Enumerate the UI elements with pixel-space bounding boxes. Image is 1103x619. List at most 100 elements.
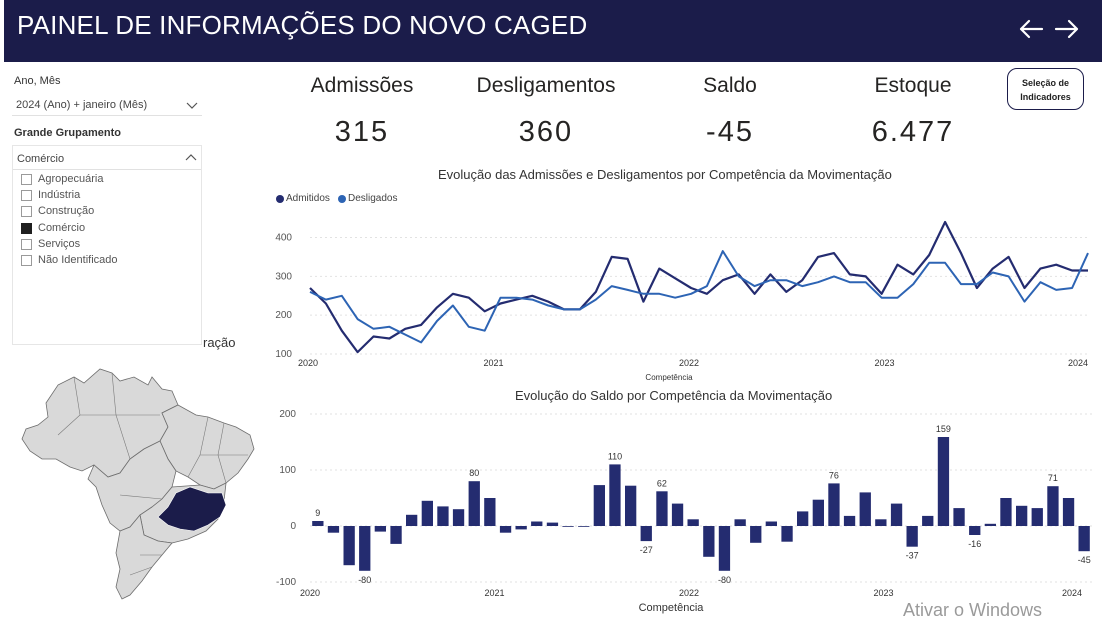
kpi-admissions-value: 315 [334,116,390,148]
x-axis-label: Competência [639,602,705,614]
data-label: -80 [718,575,731,585]
bar [515,526,527,530]
data-label: -27 [640,545,653,555]
bar [703,526,715,557]
bar [687,519,699,526]
group-dropdown[interactable]: Comércio [13,146,201,170]
y-tick-label: 200 [275,310,292,321]
bar [406,514,418,526]
bar [640,526,652,542]
back-arrow-icon[interactable] [1016,14,1046,44]
map-state-borders [57,372,248,576]
windows-activation-watermark: Ativar o Windows [903,600,1043,619]
legend-label: Admitidos [286,193,330,204]
checkbox-checked[interactable] [21,223,32,234]
bar [374,526,386,532]
y-tick-label: 0 [290,521,296,532]
data-label: 76 [829,470,839,480]
x-tick-label: 2023 [873,588,893,598]
checkbox[interactable] [21,190,32,201]
data-label: -80 [358,575,371,585]
bar [468,481,480,526]
x-tick-label: 2024 [1068,358,1088,368]
bar-chart[interactable]: -100 0 100 200 9 -80 80 110 -27 62 -80 76 -37 159 -16 7… [270,404,1100,616]
bar [1000,498,1012,526]
group-option-label: Agropecuária [38,173,104,185]
y-tick-label: 100 [279,465,296,476]
bar [625,485,637,526]
bar [718,526,731,571]
bar [828,483,840,526]
checkbox[interactable] [21,174,32,185]
bar [843,515,856,526]
bar [327,526,340,533]
y-tick-label: 200 [279,409,296,420]
data-label: -16 [968,539,981,549]
period-slicer-title: Ano, Mês [14,75,61,87]
period-dropdown[interactable]: 2024 (Ano) + janeiro (Mês) [12,94,202,116]
bar [609,464,621,526]
group-option-label: Comércio [38,222,86,234]
bar [953,508,965,526]
period-dropdown-value: 2024 (Ano) + janeiro (Mês) [16,99,148,111]
bar [1031,508,1043,526]
bar [890,503,903,526]
chevron-down-icon [186,102,198,109]
brazil-map[interactable] [12,355,257,605]
data-label: 159 [936,424,951,434]
y-tick-label: 300 [275,271,292,282]
kpi-stock-value: 6.477 [871,116,955,148]
header-bar: PAINEL DE INFORMAÇÕES DO NOVO CAGED [4,0,1102,62]
legend-dot-admitidos [276,195,284,203]
bar [750,526,762,543]
bar [531,521,543,526]
indicator-selection-button[interactable]: Seleção de Indicadores [1007,68,1084,110]
forward-arrow-icon[interactable] [1052,14,1082,44]
x-tick-label: 2022 [679,358,699,368]
group-option-label: Serviços [38,238,81,250]
map-state-minas-gerais[interactable] [157,486,227,532]
x-tick-label: 2023 [874,358,894,368]
y-tick-label: 100 [275,349,292,360]
x-axis-label: Competência [645,373,693,382]
bar [781,526,793,542]
data-label: 71 [1048,473,1058,483]
bar [312,521,324,526]
group-dropdown-value: Comércio [17,153,65,165]
bar [671,503,684,526]
y-tick-label: 400 [275,233,292,244]
data-label: 110 [608,451,622,461]
bar [875,519,887,526]
bar [484,498,496,526]
bar [546,522,559,526]
bar [437,506,449,526]
x-tick-label: 2021 [483,358,503,368]
data-label: -45 [1078,555,1091,565]
page-title: PAINEL DE INFORMAÇÕES DO NOVO CAGED [17,10,588,40]
legend-dot-desligados [338,195,346,203]
map-region-south[interactable] [115,514,173,600]
x-tick-label: 2020 [298,358,318,368]
bar [390,526,402,544]
line-chart[interactable]: 100 200 300 400 2020 2021 2022 2023 2024 Competên… [270,214,1100,384]
chevron-up-icon [185,154,197,161]
x-tick-label: 2024 [1062,588,1082,598]
bar [421,500,433,526]
bar [1047,486,1059,526]
bar [452,509,465,526]
bar-chart-title: Evolução do Saldo por Competência da Mov… [515,388,833,403]
checkbox[interactable] [21,206,32,217]
series-line-admitidos [309,220,1088,354]
bar [656,491,668,526]
group-slicer-title: Grande Grupamento [14,127,121,139]
x-tick-label: 2021 [484,588,504,598]
checkbox[interactable] [21,239,32,250]
bar [812,499,824,526]
bar [984,523,996,526]
kpi-balance-value: -45 [706,116,754,148]
checkbox[interactable] [21,255,32,266]
series-line-desligados [309,250,1089,344]
group-slicer-list: Comércio Agropecuária Indústria Construç… [12,145,202,345]
bar [578,526,590,527]
kpi-separations-value: 360 [518,116,574,148]
